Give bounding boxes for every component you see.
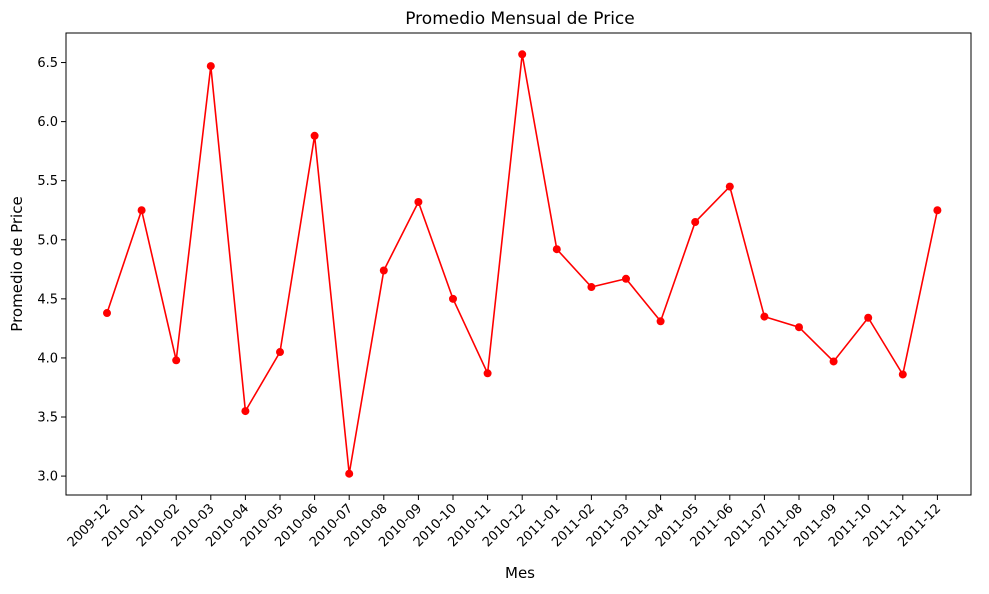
data-point	[241, 407, 250, 416]
series-line	[106, 54, 939, 474]
data-point	[137, 206, 146, 215]
data-point	[587, 283, 596, 292]
data-point	[172, 356, 181, 365]
data-point	[656, 317, 665, 326]
y-tick-label: 4.0	[37, 351, 58, 366]
data-point	[898, 370, 907, 379]
y-axis: 3.0 3.5 4.0 4.5 5.0 5.5 6.0 6.5	[37, 56, 66, 485]
data-point	[795, 323, 803, 332]
data-point	[552, 245, 561, 254]
data-point	[933, 206, 942, 215]
y-axis-label: Promedio de Price	[8, 196, 26, 331]
data-point	[864, 313, 873, 322]
y-tick-label: 4.5	[37, 292, 58, 307]
data-point	[103, 309, 111, 318]
series-layer	[103, 50, 942, 478]
plot-area	[65, 32, 972, 496]
x-axis: 2009-122010-012010-022010-032010-042010-…	[65, 495, 944, 550]
y-tick-label: 5.0	[37, 233, 58, 248]
y-tick-label: 3.0	[37, 470, 58, 485]
data-point	[414, 197, 423, 206]
x-axis-label: Mes	[505, 564, 535, 582]
y-tick-label: 3.5	[37, 411, 58, 426]
data-point	[345, 469, 354, 478]
plot-frame	[65, 32, 972, 496]
data-point	[725, 182, 734, 191]
data-point	[206, 62, 215, 71]
data-point	[276, 348, 284, 357]
data-point	[483, 369, 492, 378]
data-point	[760, 312, 769, 321]
y-tick-label: 6.5	[37, 56, 58, 71]
y-tick-label: 5.5	[37, 174, 58, 189]
data-point	[829, 357, 838, 366]
chart-title: Promedio Mensual de Price	[405, 9, 635, 29]
data-point	[449, 294, 457, 303]
data-point	[691, 218, 700, 227]
data-point	[622, 274, 630, 283]
data-point	[518, 50, 527, 59]
y-tick-label: 6.0	[37, 115, 58, 130]
data-point	[379, 266, 388, 275]
data-point	[310, 131, 319, 140]
